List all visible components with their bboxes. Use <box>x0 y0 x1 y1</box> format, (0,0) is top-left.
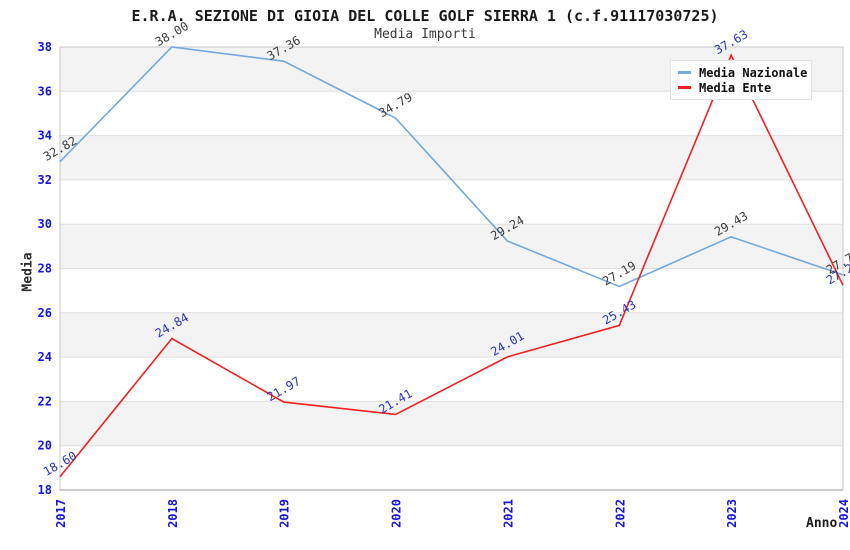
legend-item-media-ente: Media Ente <box>678 80 807 95</box>
legend-swatch-blue-line <box>678 71 691 74</box>
legend-item-media-nazionale: Media Nazionale <box>678 65 807 80</box>
x-tick-label: 2018 <box>166 499 180 528</box>
y-tick-label: 30 <box>38 217 52 231</box>
data-label: 21.97 <box>265 374 303 404</box>
y-tick-label: 26 <box>38 306 52 320</box>
x-tick-label: 2022 <box>613 499 627 528</box>
grid-band <box>60 401 843 446</box>
x-tick-label: 2024 <box>837 499 850 528</box>
x-tick-label: 2019 <box>278 499 292 528</box>
legend-label: Media Nazionale <box>699 65 808 80</box>
y-axis-title: Media <box>20 252 36 292</box>
grid-band <box>60 135 843 180</box>
x-tick-label: 2023 <box>725 499 739 528</box>
x-tick-label: 2020 <box>390 499 404 528</box>
legend-swatch-red-line <box>678 86 691 89</box>
data-label: 38.00 <box>153 19 191 49</box>
y-tick-label: 18 <box>38 483 52 497</box>
x-axis-title: Anno <box>806 516 838 531</box>
legend: Media Nazionale Media Ente <box>670 60 812 100</box>
chart-title: E.R.A. SEZIONE DI GIOIA DEL COLLE GOLF S… <box>131 7 719 25</box>
data-label: 34.79 <box>376 90 414 120</box>
chart-subtitle: Media Importi <box>374 27 476 42</box>
x-tick-label: 2017 <box>54 499 68 528</box>
y-tick-label: 28 <box>38 262 52 276</box>
x-tick-label: 2021 <box>501 499 515 528</box>
legend-label: Media Ente <box>699 80 772 95</box>
grid-band <box>60 224 843 269</box>
y-tick-label: 24 <box>38 350 52 364</box>
y-tick-label: 36 <box>38 84 52 98</box>
y-tick-label: 22 <box>38 394 52 408</box>
series-line-media-ente <box>59 53 844 478</box>
y-tick-label: 38 <box>38 40 52 54</box>
series-line-media-nazionale <box>59 46 844 288</box>
y-tick-label: 20 <box>38 439 52 453</box>
y-tick-label: 32 <box>38 173 52 187</box>
y-tick-label: 34 <box>38 129 52 143</box>
